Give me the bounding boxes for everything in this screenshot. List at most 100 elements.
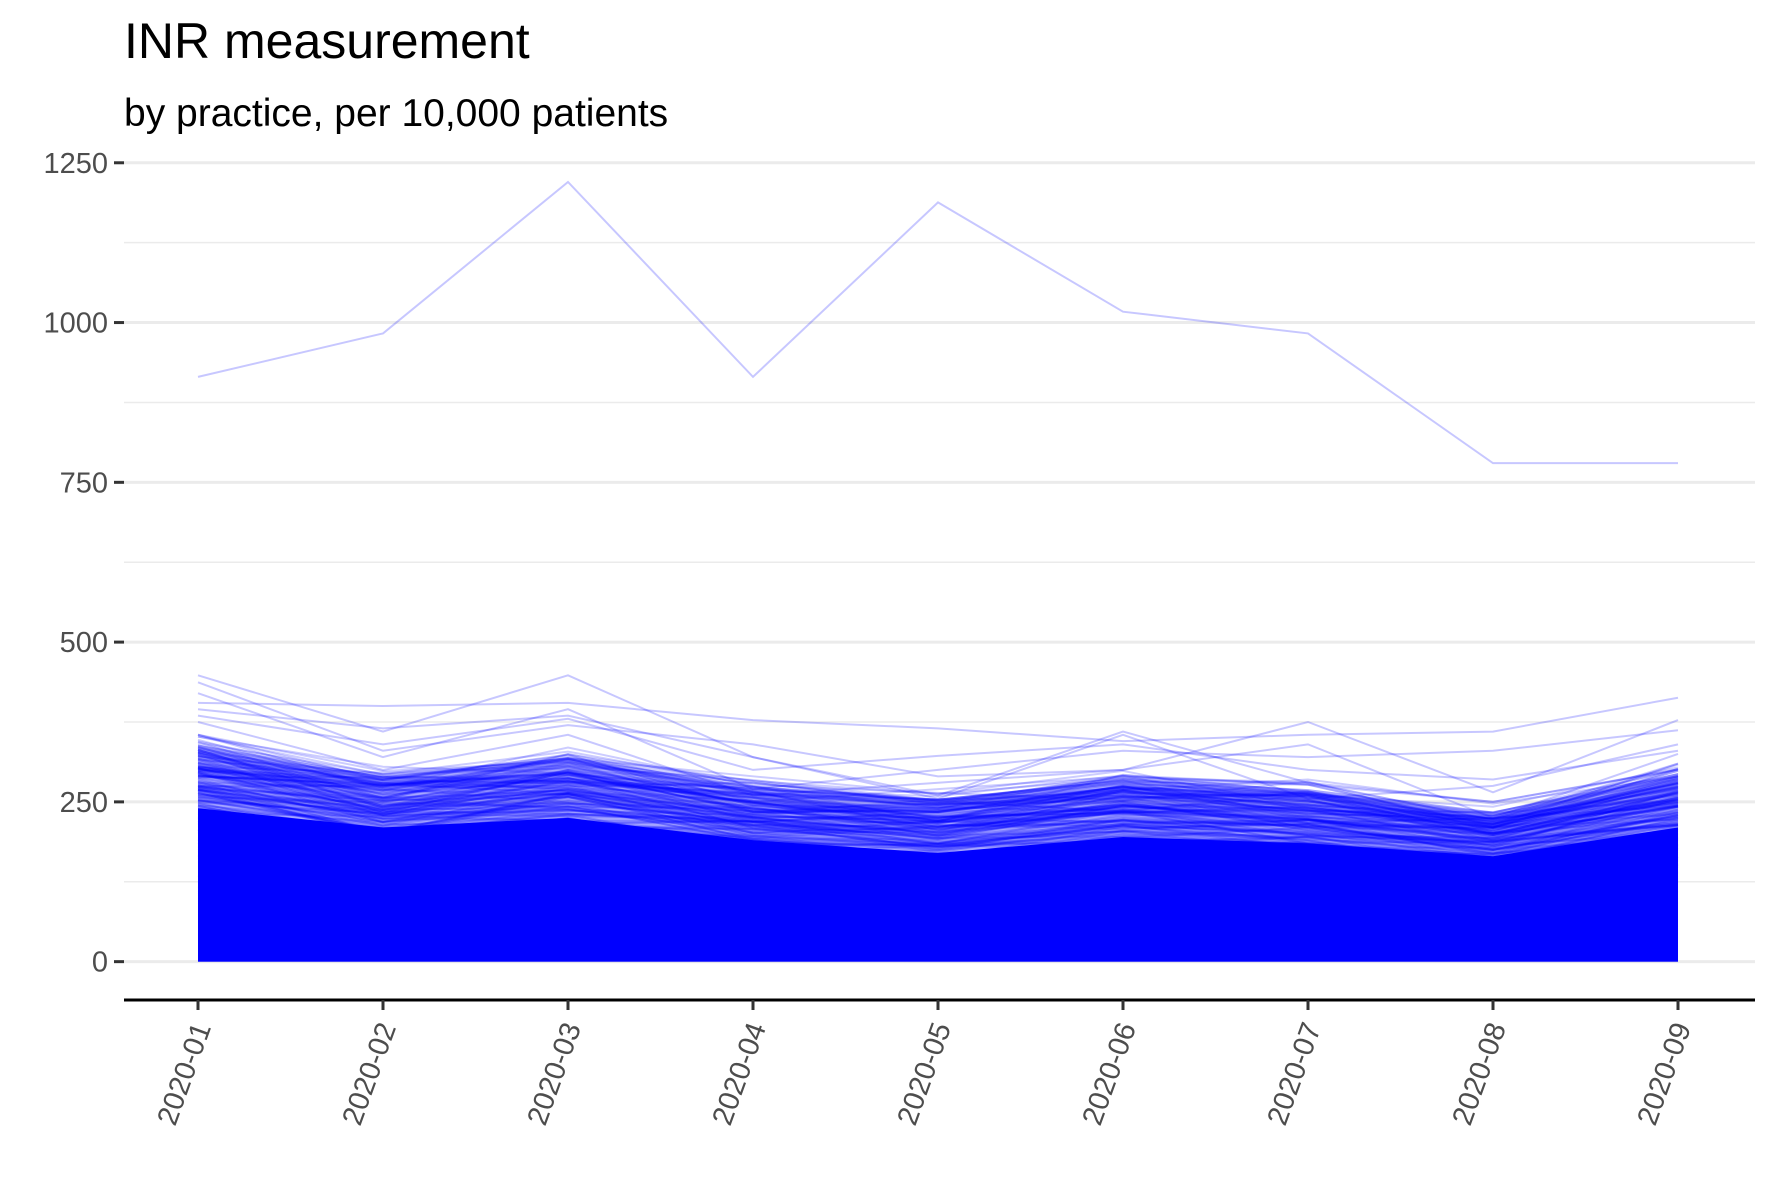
practice-line bbox=[197, 790, 1679, 851]
practice-line bbox=[197, 846, 1679, 885]
practice-line bbox=[197, 887, 1679, 910]
practice-line bbox=[197, 740, 1679, 808]
practice-line bbox=[197, 792, 1679, 841]
practice-line bbox=[197, 889, 1679, 917]
practice-line bbox=[197, 756, 1679, 836]
practice-line bbox=[197, 826, 1679, 879]
practice-line bbox=[197, 785, 1679, 835]
practice-line bbox=[197, 763, 1679, 828]
practice-line bbox=[197, 916, 1679, 936]
x-tick-label: 2020-08 bbox=[1446, 1019, 1512, 1130]
practice-line bbox=[197, 932, 1679, 944]
practice-line bbox=[197, 932, 1679, 944]
practice-line bbox=[197, 887, 1679, 912]
practice-line bbox=[197, 774, 1679, 830]
x-tick-label: 2020-07 bbox=[1261, 1019, 1327, 1130]
y-tick-label: 0 bbox=[92, 947, 108, 979]
practice-line bbox=[197, 770, 1679, 841]
practice-line bbox=[197, 844, 1679, 887]
practice-line bbox=[197, 823, 1679, 874]
practice-line bbox=[197, 796, 1679, 848]
practice-line bbox=[197, 894, 1679, 916]
chart-title: INR measurement bbox=[124, 13, 530, 69]
practice-line bbox=[197, 767, 1679, 829]
dense-series-layer bbox=[198, 744, 1678, 962]
practice-line bbox=[197, 838, 1679, 869]
practice-line bbox=[197, 748, 1679, 825]
series-lines-layer bbox=[197, 180, 1679, 963]
practice-line bbox=[197, 784, 1679, 847]
practice-line bbox=[197, 767, 1679, 832]
practice-line bbox=[197, 810, 1679, 867]
practice-line bbox=[197, 799, 1679, 847]
practice-line bbox=[197, 849, 1679, 890]
practice-line bbox=[197, 885, 1679, 914]
practice-line bbox=[197, 856, 1679, 893]
practice-line bbox=[197, 804, 1679, 852]
practice-line bbox=[197, 889, 1679, 918]
practice-line bbox=[197, 830, 1679, 870]
practice-line bbox=[197, 953, 1679, 958]
practice-line bbox=[197, 815, 1679, 871]
practice-line bbox=[197, 793, 1679, 852]
practice-line bbox=[197, 778, 1679, 848]
practice-line bbox=[197, 850, 1679, 890]
practice-line bbox=[197, 847, 1679, 883]
practice-line bbox=[197, 810, 1679, 859]
practice-line bbox=[197, 828, 1679, 868]
practice-line bbox=[197, 929, 1679, 940]
practice-line bbox=[197, 874, 1679, 909]
practice-line bbox=[197, 765, 1679, 826]
practice-line bbox=[197, 789, 1679, 851]
practice-line bbox=[197, 834, 1679, 868]
practice-line bbox=[197, 812, 1679, 862]
practice-line bbox=[197, 820, 1679, 875]
practice-line bbox=[197, 839, 1679, 883]
practice-line bbox=[197, 768, 1679, 849]
practice-line bbox=[197, 882, 1679, 904]
practice-line bbox=[197, 825, 1679, 869]
practice-line bbox=[197, 859, 1679, 888]
practice-line bbox=[197, 751, 1679, 829]
practice-line bbox=[197, 754, 1679, 832]
practice-line bbox=[197, 841, 1679, 887]
practice-line bbox=[197, 845, 1679, 883]
practice-line bbox=[197, 755, 1679, 834]
practice-line bbox=[197, 929, 1679, 941]
practice-line bbox=[197, 843, 1679, 883]
practice-line bbox=[197, 750, 1679, 829]
practice-line bbox=[197, 890, 1679, 918]
practice-line bbox=[197, 801, 1679, 866]
practice-line bbox=[197, 757, 1679, 824]
practice-line bbox=[197, 852, 1679, 891]
practice-line bbox=[197, 772, 1679, 837]
practice-line bbox=[197, 767, 1679, 835]
x-tick-label: 2020-01 bbox=[151, 1019, 217, 1130]
practice-line bbox=[197, 779, 1679, 839]
practice-line bbox=[197, 769, 1679, 828]
practice-line bbox=[197, 746, 1679, 826]
practice-line bbox=[197, 834, 1679, 866]
practice-line bbox=[197, 927, 1679, 942]
practice-line-outlier bbox=[197, 681, 1679, 794]
practice-line bbox=[197, 939, 1679, 948]
y-tick-label: 750 bbox=[60, 467, 108, 499]
practice-line bbox=[197, 853, 1679, 894]
practice-line bbox=[197, 740, 1679, 817]
practice-line bbox=[197, 812, 1679, 864]
practice-line bbox=[197, 791, 1679, 845]
practice-line bbox=[197, 814, 1679, 849]
practice-line bbox=[197, 909, 1679, 926]
practice-line bbox=[197, 787, 1679, 851]
practice-line bbox=[197, 786, 1679, 844]
practice-line bbox=[197, 829, 1679, 874]
practice-line bbox=[197, 828, 1679, 881]
practice-line bbox=[197, 772, 1679, 840]
practice-line bbox=[197, 786, 1679, 835]
y-tick-label: 250 bbox=[60, 787, 108, 819]
practice-line bbox=[197, 868, 1679, 892]
practice-line bbox=[197, 775, 1679, 836]
practice-line bbox=[197, 771, 1679, 846]
practice-line bbox=[197, 877, 1679, 907]
